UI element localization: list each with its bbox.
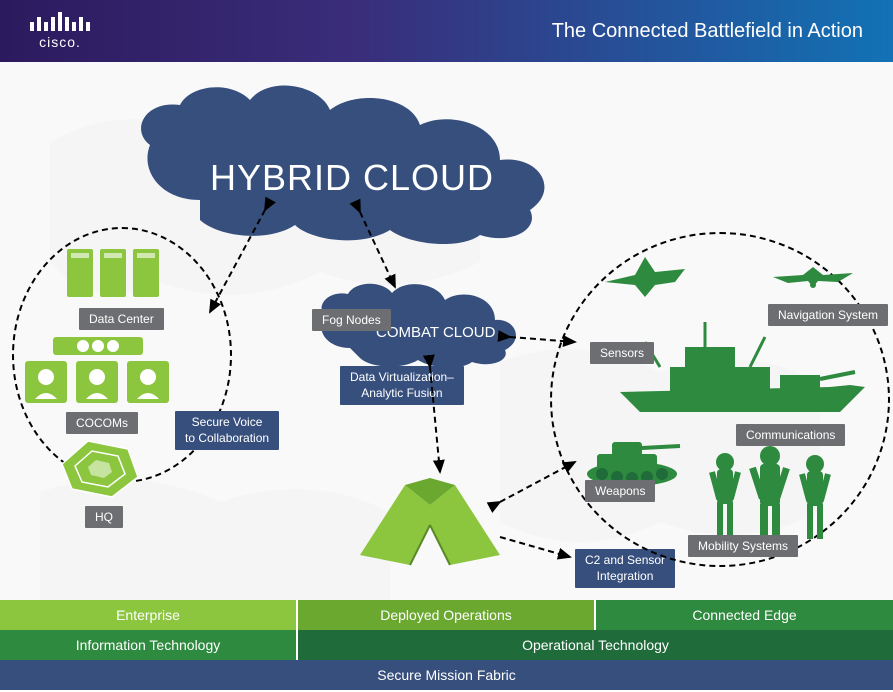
- deployed-ops-cell: Deployed Operations: [298, 600, 596, 630]
- hybrid-cloud-label: HYBRID CLOUD: [210, 157, 494, 199]
- info-tech-cell: Information Technology: [0, 630, 298, 660]
- datacenter-icon: [67, 241, 159, 301]
- datacenter-label: Data Center: [79, 308, 164, 330]
- weapons-label: Weapons: [585, 480, 655, 502]
- fog-nodes-label: Fog Nodes: [312, 309, 391, 331]
- mobility-label: Mobility Systems: [688, 535, 798, 557]
- ship-icon: [610, 317, 870, 422]
- tank-icon: [582, 432, 682, 487]
- secure-voice-label: Secure Voiceto Collaboration: [175, 411, 279, 450]
- header-bar: cisco. The Connected Battlefield in Acti…: [0, 0, 893, 62]
- cisco-logo: cisco.: [30, 12, 90, 50]
- footer-bar: Enterprise Deployed Operations Connected…: [0, 600, 893, 690]
- hq-icon: [55, 437, 145, 502]
- cocoms-label: COCOMs: [66, 412, 138, 434]
- hq-label: HQ: [85, 506, 123, 528]
- tent-icon: [350, 470, 510, 570]
- enterprise-cell: Enterprise: [0, 600, 298, 630]
- sensors-label: Sensors: [590, 342, 654, 364]
- cocoms-icon: [25, 337, 170, 407]
- drone-icon: [768, 257, 858, 292]
- connected-edge-cell: Connected Edge: [596, 600, 893, 630]
- diagram-canvas: HYBRID CLOUD COMBAT CLOUD Fog Nodes Data…: [0, 62, 893, 600]
- secure-mission-cell: Secure Mission Fabric: [0, 660, 893, 690]
- brand-text: cisco.: [39, 34, 81, 50]
- combat-cloud-label: COMBAT CLOUD: [376, 324, 495, 341]
- footer-row-1: Enterprise Deployed Operations Connected…: [0, 600, 893, 630]
- data-virtualization-label: Data Virtualization–Analytic Fusion: [340, 366, 464, 405]
- footer-row-2: Information Technology Operational Techn…: [0, 630, 893, 660]
- op-tech-cell: Operational Technology: [298, 630, 893, 660]
- fighter-jet-icon: [600, 247, 690, 302]
- navigation-label: Navigation System: [768, 304, 888, 326]
- communications-label: Communications: [736, 424, 845, 446]
- page-title: The Connected Battlefield in Action: [552, 20, 863, 43]
